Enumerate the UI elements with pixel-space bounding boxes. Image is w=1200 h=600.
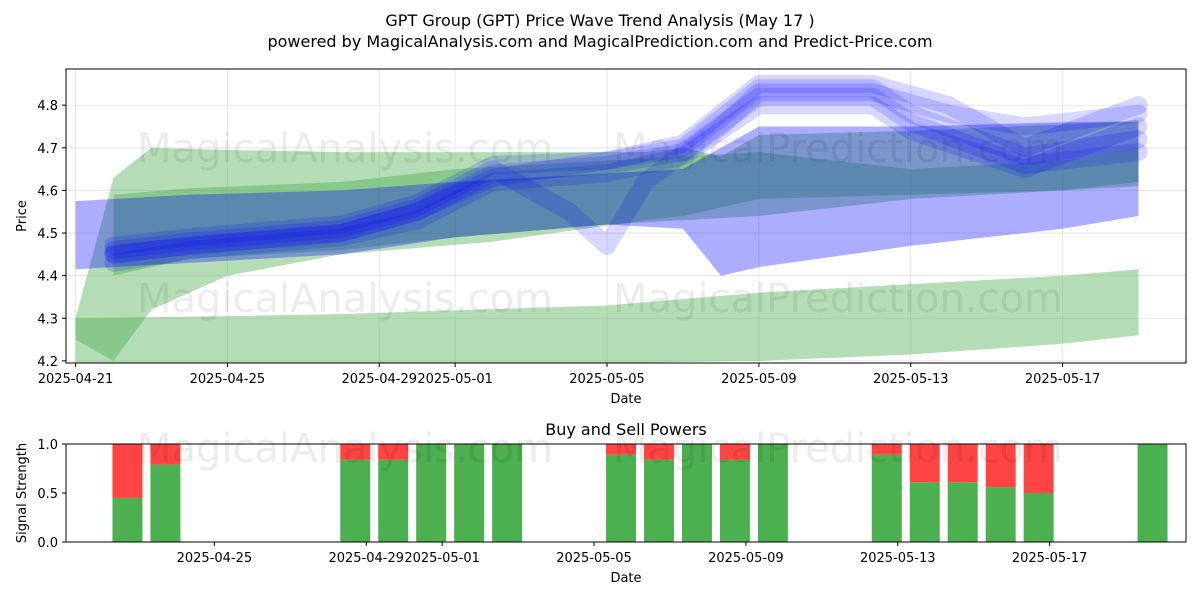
signal-panel: Buy and Sell Powers MagicalAnalysis.com … bbox=[15, 420, 1187, 586]
price-y-tick-label: 4.7 bbox=[37, 142, 58, 157]
price-panel-frame bbox=[66, 69, 1186, 363]
buy-bar bbox=[150, 464, 181, 542]
sell-bar bbox=[112, 444, 143, 498]
blue-wave-line bbox=[104, 74, 1148, 264]
signal-axes: 2025-04-25 2025-04-29 2025-05-01 2025-05-05… bbox=[37, 438, 1087, 566]
buy-bar bbox=[1137, 444, 1168, 542]
buy-bar bbox=[340, 459, 371, 542]
buy-bar bbox=[719, 459, 750, 542]
buy-bar bbox=[643, 459, 674, 542]
sell-bar bbox=[871, 444, 902, 455]
sell-bar bbox=[643, 444, 674, 460]
watermark-analysis-bottom: MagicalAnalysis.com bbox=[137, 426, 553, 472]
signal-y-axis-label: Signal Strength bbox=[15, 443, 30, 543]
price-x-tick-label: 2025-05-09 bbox=[721, 372, 797, 387]
buy-bar bbox=[378, 459, 409, 542]
blue-wave-line bbox=[104, 96, 1148, 272]
price-x-tick-label: 2025-04-21 bbox=[38, 372, 114, 387]
buy-bar bbox=[416, 444, 447, 542]
chart-title: GPT Group (GPT) Price Wave Trend Analysi… bbox=[385, 11, 814, 30]
signal-x-tick-label: 2025-04-25 bbox=[177, 551, 253, 566]
price-y-axis-label: Price bbox=[15, 200, 30, 232]
sell-bar bbox=[947, 444, 978, 483]
price-x-tick-label: 2025-04-25 bbox=[190, 372, 266, 387]
signal-x-tick-label: 2025-05-05 bbox=[556, 551, 632, 566]
price-y-tick-label: 4.8 bbox=[37, 99, 58, 114]
signal-y-tick-label: 0.0 bbox=[37, 536, 58, 551]
price-x-axis-label: Date bbox=[610, 392, 641, 407]
blue-wave-line bbox=[104, 83, 1148, 260]
signal-x-tick-label: 2025-05-09 bbox=[708, 551, 784, 566]
price-x-tick-label: 2025-05-05 bbox=[569, 372, 645, 387]
price-panel-border bbox=[65, 68, 1187, 364]
sell-bar bbox=[985, 444, 1016, 488]
signal-panel-title: Buy and Sell Powers bbox=[545, 420, 707, 439]
buy-bar bbox=[985, 487, 1016, 542]
buy-bar bbox=[871, 454, 902, 542]
signal-x-tick-label: 2025-05-01 bbox=[404, 551, 480, 566]
green-band-lower bbox=[75, 269, 1139, 363]
price-gridlines bbox=[66, 69, 1186, 363]
signal-x-tick-label: 2025-05-17 bbox=[1012, 551, 1088, 566]
sell-bar bbox=[606, 444, 637, 455]
blue-wave-line bbox=[104, 79, 1148, 255]
signal-y-tick-label: 1.0 bbox=[37, 438, 58, 453]
signal-y-tick-label: 0.5 bbox=[37, 487, 58, 502]
buy-bar bbox=[909, 482, 940, 542]
signal-x-tick-label: 2025-05-13 bbox=[860, 551, 936, 566]
price-axes: 2025-04-21 2025-04-25 2025-04-29 2025-05-01… bbox=[37, 99, 1100, 387]
price-x-tick-label: 2025-05-01 bbox=[417, 372, 493, 387]
green-band-upper bbox=[75, 120, 1139, 361]
buy-bar bbox=[112, 497, 143, 542]
chart-subtitle: powered by MagicalAnalysis.com and Magic… bbox=[267, 32, 932, 51]
signal-bars bbox=[112, 444, 1168, 542]
watermark-prediction-mid: MagicalPrediction.com bbox=[613, 276, 1063, 322]
watermark-analysis-top: MagicalAnalysis.com bbox=[137, 126, 553, 172]
blue-band-wide bbox=[75, 122, 1139, 276]
price-panel: MagicalAnalysis.com MagicalPrediction.co… bbox=[15, 68, 1187, 407]
buy-bar bbox=[454, 444, 485, 542]
buy-bar bbox=[1023, 493, 1054, 542]
blue-wave-line bbox=[104, 87, 1148, 264]
watermark-prediction-top: MagicalPrediction.com bbox=[613, 126, 1063, 172]
price-y-tick-label: 4.4 bbox=[37, 270, 58, 285]
watermark-analysis-mid: MagicalAnalysis.com bbox=[137, 276, 553, 322]
price-y-tick-label: 4.2 bbox=[37, 355, 58, 370]
sell-bar bbox=[150, 444, 181, 465]
sell-bar bbox=[340, 444, 371, 460]
buy-bar bbox=[947, 482, 978, 542]
buy-bar bbox=[681, 444, 712, 542]
price-bands bbox=[75, 74, 1148, 363]
buy-bar bbox=[606, 454, 637, 542]
sell-bar bbox=[909, 444, 940, 483]
sell-bar bbox=[719, 444, 750, 460]
price-x-tick-label: 2025-05-17 bbox=[1025, 372, 1101, 387]
sell-bar bbox=[1023, 444, 1054, 493]
buy-bar bbox=[492, 444, 523, 542]
price-y-tick-label: 4.5 bbox=[37, 227, 58, 242]
price-y-tick-label: 4.6 bbox=[37, 184, 58, 199]
price-y-tick-label: 4.3 bbox=[37, 312, 58, 327]
signal-x-tick-label: 2025-04-29 bbox=[328, 551, 404, 566]
watermark-prediction-bottom: MagicalPrediction.com bbox=[613, 426, 1063, 472]
green-band-mid bbox=[113, 147, 1139, 276]
sell-bar bbox=[378, 444, 409, 460]
signal-x-axis-label: Date bbox=[610, 571, 641, 586]
price-x-tick-label: 2025-05-13 bbox=[873, 372, 949, 387]
price-x-tick-label: 2025-04-29 bbox=[341, 372, 417, 387]
buy-bar bbox=[757, 444, 788, 542]
